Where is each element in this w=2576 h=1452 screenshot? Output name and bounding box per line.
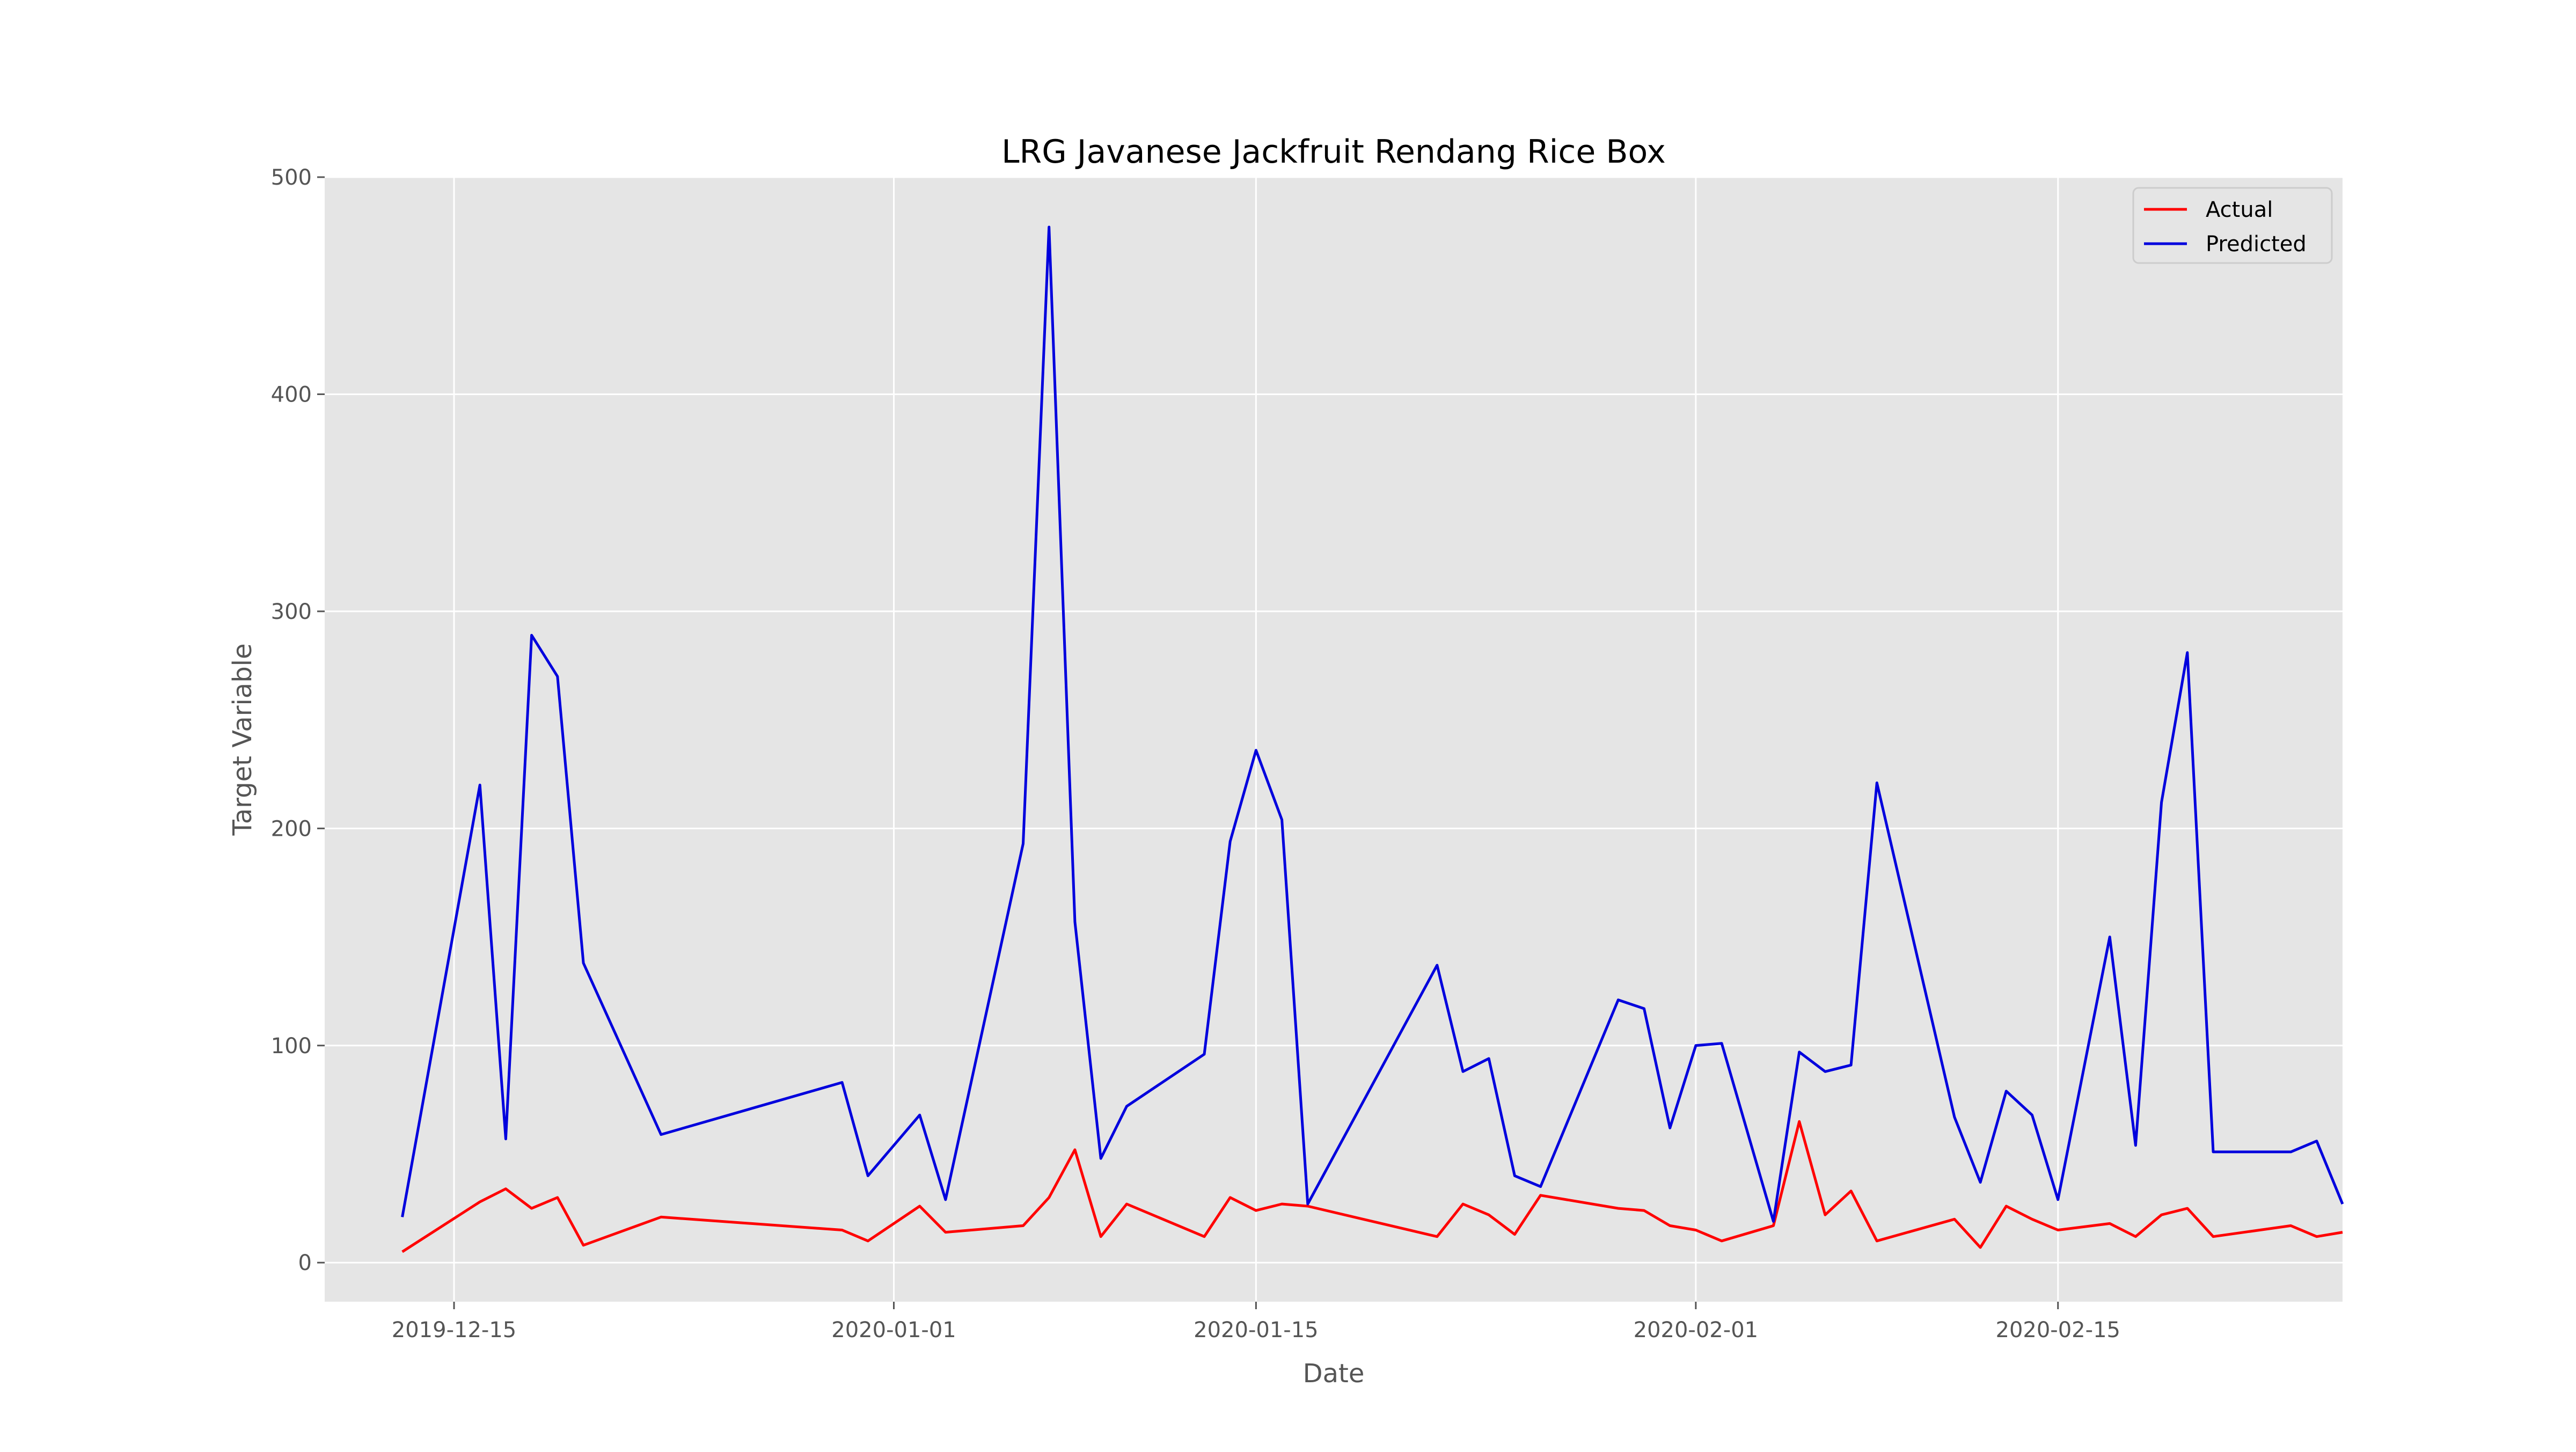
y-axis-label: Target Variable bbox=[228, 643, 258, 836]
x-tick-label: 2020-02-01 bbox=[1634, 1318, 1758, 1342]
series-line-actual bbox=[401, 1120, 2343, 1253]
legend: Actual Predicted bbox=[2132, 187, 2333, 264]
plot-area bbox=[325, 177, 2343, 1302]
series-lines bbox=[401, 225, 2344, 1253]
x-tick-label: 2020-01-15 bbox=[1194, 1318, 1318, 1342]
x-tick-label: 2020-02-15 bbox=[1996, 1318, 2120, 1342]
y-tick-label: 400 bbox=[271, 382, 312, 407]
axis-ticks: 0 100 200 300 400 500 2019-12-15 2020-01-01 2020… bbox=[271, 165, 2120, 1342]
y-tick-label: 0 bbox=[298, 1251, 312, 1275]
y-tick-label: 100 bbox=[271, 1034, 312, 1059]
x-tick-label: 2020-01-01 bbox=[831, 1318, 956, 1342]
series-line-predicted bbox=[401, 225, 2344, 1223]
legend-label-actual: Actual bbox=[2206, 198, 2273, 222]
y-tick-label: 200 bbox=[271, 816, 312, 841]
y-tick-label: 500 bbox=[271, 165, 312, 190]
chart-title: LRG Javanese Jackfruit Rendang Rice Box bbox=[1001, 133, 1666, 171]
y-tick-label: 300 bbox=[271, 600, 312, 624]
grid-lines bbox=[325, 176, 2343, 1302]
x-axis-label: Date bbox=[1303, 1359, 1365, 1389]
x-tick-label: 2019-12-15 bbox=[392, 1318, 516, 1342]
legend-label-predicted: Predicted bbox=[2206, 232, 2307, 257]
